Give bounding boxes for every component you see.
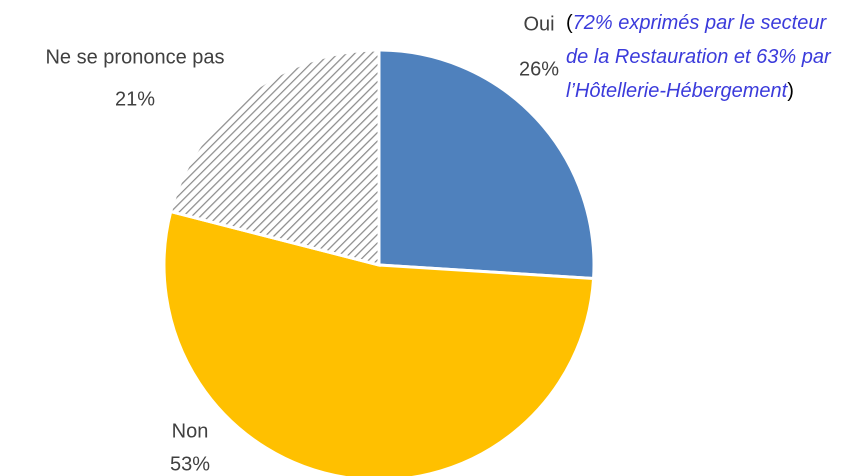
annotation-open: ( <box>566 12 573 34</box>
annotation: (72% exprimés par le secteur de la Resta… <box>566 6 836 108</box>
category-label: Oui <box>523 13 554 35</box>
value-label: 26% <box>519 58 559 80</box>
value-label: 53% <box>170 453 210 475</box>
category-label: Ne se prononce pas <box>45 46 224 68</box>
category-label: Non <box>172 420 209 442</box>
pie-slice <box>162 209 596 476</box>
value-label: 21% <box>115 88 155 110</box>
pie-slice <box>168 48 381 267</box>
annotation-text: 72% exprimés par le secteur de la Restau… <box>566 12 831 102</box>
pie-slice <box>377 48 596 281</box>
annotation-close: ) <box>787 80 794 102</box>
